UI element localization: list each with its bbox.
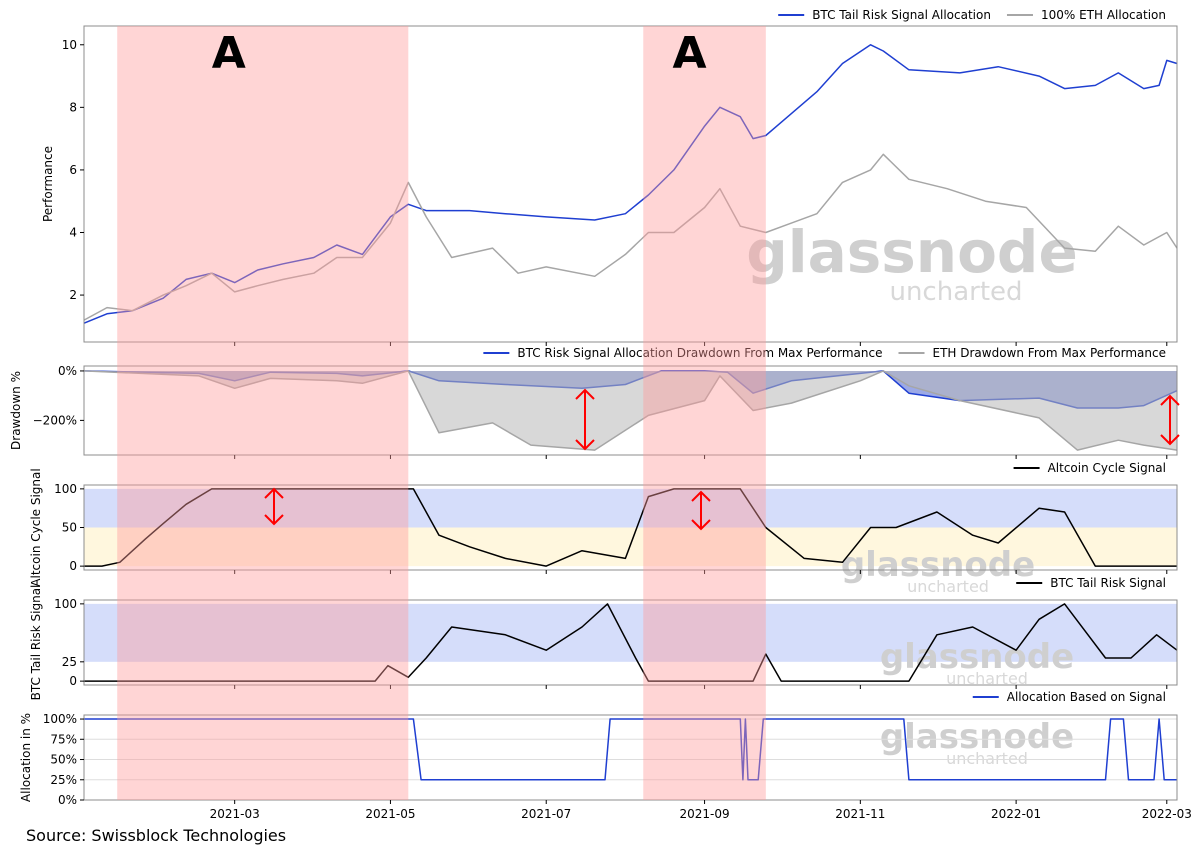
region-a-1 bbox=[117, 26, 409, 800]
y-axis-label: Drawdown % bbox=[9, 371, 23, 450]
series-line-2-2 bbox=[83, 370, 1178, 451]
region-a-2 bbox=[643, 26, 766, 800]
x-tick-label: 2021-05 bbox=[365, 807, 415, 821]
plot-frame bbox=[83, 599, 1178, 686]
red-double-arrow bbox=[264, 487, 284, 526]
series-line-1-2 bbox=[83, 153, 1178, 321]
x-tick-label: 2021-11 bbox=[835, 807, 885, 821]
legend-label: Allocation Based on Signal bbox=[1007, 690, 1166, 704]
y-tick-label: 100% bbox=[43, 712, 77, 726]
x-tick-label: 2021-07 bbox=[521, 807, 571, 821]
plot-frame bbox=[83, 714, 1178, 801]
legend-label: BTC Tail Risk Signal bbox=[1050, 576, 1166, 590]
y-axis-label: Performance bbox=[41, 146, 55, 222]
plot-frame bbox=[83, 25, 1178, 343]
red-double-arrow bbox=[691, 490, 711, 531]
y-tick-label: −200% bbox=[33, 413, 77, 427]
signal-band-1 bbox=[84, 603, 1177, 662]
y-tick-label: 10 bbox=[62, 38, 77, 52]
y-tick-label: 2 bbox=[69, 288, 77, 302]
y-tick-label: 100 bbox=[54, 482, 77, 496]
watermark-sub: uncharted bbox=[907, 577, 989, 596]
watermark-brand: glassnode bbox=[841, 545, 1035, 585]
drawdown-area-2 bbox=[84, 370, 1177, 451]
x-tick-label: 2021-03 bbox=[210, 807, 260, 821]
arrow-head-top bbox=[575, 388, 595, 400]
y-tick-label: 4 bbox=[69, 225, 77, 239]
watermark-sub: uncharted bbox=[946, 749, 1028, 768]
y-tick-label: 25% bbox=[50, 773, 77, 787]
series-line-3-1 bbox=[84, 488, 1177, 567]
y-axis-label: Allocation in % bbox=[19, 713, 33, 802]
watermark-brand: glassnode bbox=[880, 637, 1074, 677]
y-tick-label: 50 bbox=[62, 521, 77, 535]
series-line-4-1 bbox=[84, 603, 1178, 682]
watermark-sub: uncharted bbox=[889, 277, 1022, 307]
y-tick-label: 0 bbox=[69, 559, 77, 573]
source-caption: Source: Swissblock Technologies bbox=[26, 826, 287, 845]
red-double-arrow bbox=[575, 388, 595, 451]
x-tick-label: 2021-09 bbox=[679, 807, 729, 821]
y-tick-label: 0% bbox=[58, 793, 77, 807]
series-line-1-1 bbox=[83, 44, 1178, 324]
arrow-head-bottom bbox=[691, 519, 711, 531]
arrow-head-top bbox=[264, 487, 284, 499]
x-tick-label: 2022-01 bbox=[991, 807, 1041, 821]
red-double-arrow bbox=[1160, 394, 1180, 446]
legend-label: BTC Risk Signal Allocation Drawdown From… bbox=[517, 346, 882, 360]
y-tick-label: 25 bbox=[62, 655, 77, 669]
watermark-brand: glassnode bbox=[880, 717, 1074, 757]
region-a-label: A bbox=[672, 28, 706, 79]
y-axis-label: Altcoin Cycle Signal bbox=[29, 468, 43, 586]
y-axis-label: BTC Tail Risk Signal bbox=[29, 585, 43, 701]
y-tick-label: 75% bbox=[50, 732, 77, 746]
arrow-head-top bbox=[1160, 394, 1180, 406]
arrow-head-bottom bbox=[264, 514, 284, 526]
legend-label: Altcoin Cycle Signal bbox=[1048, 461, 1166, 475]
y-tick-label: 8 bbox=[69, 100, 77, 114]
arrow-head-bottom bbox=[1160, 434, 1180, 446]
legend-label: ETH Drawdown From Max Performance bbox=[933, 346, 1167, 360]
series-line-5-1 bbox=[84, 718, 1177, 781]
y-tick-label: 0 bbox=[69, 674, 77, 688]
legend-label: BTC Tail Risk Signal Allocation bbox=[812, 8, 991, 22]
y-tick-label: 50% bbox=[50, 753, 77, 767]
y-tick-label: 0% bbox=[58, 364, 77, 378]
legend-label: 100% ETH Allocation bbox=[1041, 8, 1166, 22]
region-a-label: A bbox=[212, 28, 246, 79]
arrow-head-bottom bbox=[575, 439, 595, 451]
x-tick-label: 2022-03 bbox=[1142, 807, 1192, 821]
panel-2: 0% −200% Drawdown % ETH Drawdown From Max P… bbox=[9, 346, 1178, 459]
arrow-head-top bbox=[691, 490, 711, 502]
watermark-brand: glassnode bbox=[746, 218, 1078, 286]
y-tick-label: 100 bbox=[54, 597, 77, 611]
y-tick-label: 6 bbox=[69, 163, 77, 177]
watermark-sub: uncharted bbox=[946, 669, 1028, 688]
signal-band-1 bbox=[84, 488, 1177, 528]
plot-frame bbox=[83, 365, 1178, 456]
